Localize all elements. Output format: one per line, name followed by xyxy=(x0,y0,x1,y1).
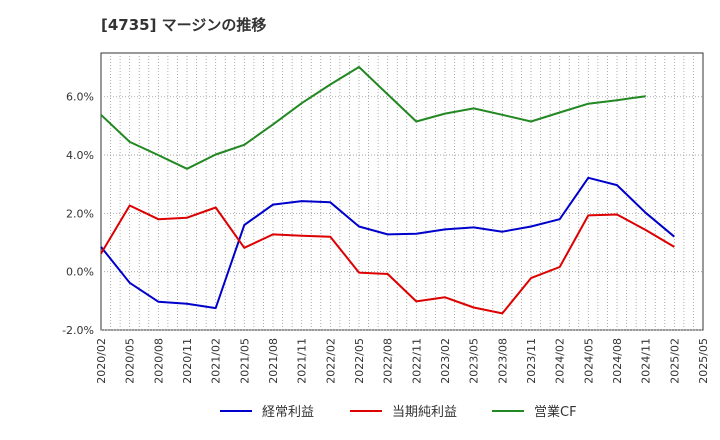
x-tick-label: 2022/08 xyxy=(382,338,395,384)
x-tick-label: 2025/02 xyxy=(668,338,681,384)
x-tick-label: 2020/05 xyxy=(124,338,137,384)
plot-area xyxy=(100,52,704,331)
x-tick-label: 2021/02 xyxy=(210,338,223,384)
x-tick-label: 2020/08 xyxy=(152,338,165,384)
series-line-当期純利益 xyxy=(100,204,675,315)
x-tick-label: 2024/05 xyxy=(582,338,595,384)
y-tick-label: 2.0% xyxy=(66,207,94,220)
x-tick-label: 2022/11 xyxy=(410,338,423,384)
x-tick-label: 2020/11 xyxy=(181,338,194,384)
x-tick-label: 2022/02 xyxy=(324,338,337,384)
series-line-営業CF xyxy=(100,66,646,170)
x-tick-label: 2024/11 xyxy=(640,338,653,384)
x-tick-label: 2023/08 xyxy=(496,338,509,384)
x-tick-label: 2022/05 xyxy=(353,338,366,384)
x-tick-label: 2025/05 xyxy=(697,338,710,384)
x-tick-label: 2023/11 xyxy=(525,338,538,384)
legend-label: 当期純利益 xyxy=(392,405,457,420)
x-tick-label: 2020/02 xyxy=(95,338,108,384)
y-tick-label: 0.0% xyxy=(66,266,94,279)
x-tick-label: 2021/05 xyxy=(238,338,251,384)
x-tick-label: 2023/05 xyxy=(468,338,481,384)
y-tick-label: 6.0% xyxy=(66,91,94,104)
chart-title: [4735] マージンの推移 xyxy=(101,16,267,34)
x-tick-label: 2023/02 xyxy=(439,338,452,384)
x-tick-label: 2024/08 xyxy=(611,338,624,384)
x-tick-label: 2021/08 xyxy=(267,338,280,384)
series-line-経常利益 xyxy=(100,176,675,310)
x-tick-label: 2021/11 xyxy=(296,338,309,384)
y-tick-label: 4.0% xyxy=(66,149,94,162)
x-tick-label: 2024/02 xyxy=(554,338,567,384)
legend-label: 営業CF xyxy=(534,404,577,420)
y-tick-label: -2.0% xyxy=(62,324,94,337)
legend-label: 経常利益 xyxy=(262,405,314,420)
